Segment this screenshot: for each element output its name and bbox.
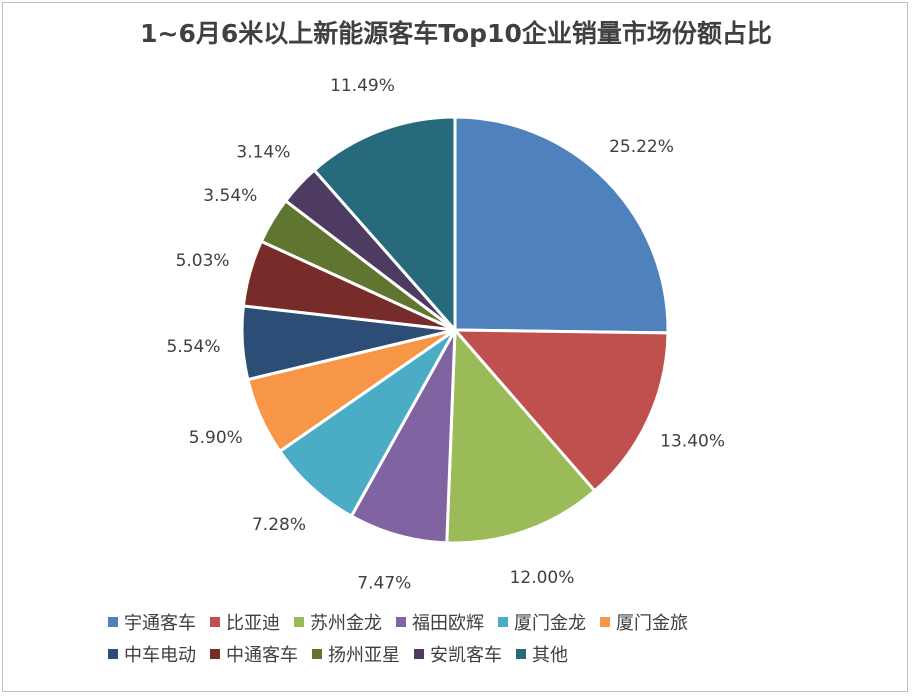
legend-swatch — [396, 617, 406, 627]
legend-label: 安凯客车 — [430, 645, 502, 666]
legend-label: 扬州亚星 — [328, 645, 400, 666]
legend-swatch — [294, 617, 304, 627]
legend-item: 扬州亚星 — [312, 641, 400, 667]
legend-swatch — [414, 649, 424, 659]
pie-slices — [240, 115, 670, 545]
legend-swatch — [516, 649, 526, 659]
legend-swatch — [210, 649, 220, 659]
legend-item: 中车电动 — [108, 641, 196, 667]
legend-item: 中通客车 — [210, 641, 298, 667]
pie-slice — [453, 115, 670, 335]
legend-item: 宇通客车 — [108, 609, 196, 635]
data-label: 13.40% — [660, 431, 725, 451]
legend-item: 苏州金龙 — [294, 609, 382, 635]
legend-swatch — [108, 649, 118, 659]
legend-item: 比亚迪 — [210, 609, 280, 635]
legend: 宇通客车 比亚迪 苏州金龙 福田欧辉 厦门金龙 厦门金旅 中车电动 中通客车 扬州亚星 安凯客车… — [108, 606, 828, 670]
legend-swatch — [210, 617, 220, 627]
legend-item: 其他 — [516, 641, 568, 667]
legend-swatch — [108, 617, 118, 627]
legend-label: 厦门金龙 — [514, 613, 586, 634]
legend-item: 厦门金旅 — [600, 609, 688, 635]
legend-label: 中车电动 — [124, 645, 196, 666]
legend-label: 厦门金旅 — [616, 613, 688, 634]
pie-slice — [453, 328, 670, 493]
legend-swatch — [600, 617, 610, 627]
legend-label: 其他 — [532, 645, 568, 666]
legend-row: 中车电动 中通客车 扬州亚星 安凯客车 其他 — [108, 638, 828, 670]
pie-labels: 25.22% 13.40% 12.00% 7.47% 7.28% 5.90% 5.54% 5.… — [166, 76, 725, 593]
data-label: 11.49% — [330, 76, 395, 96]
data-label: 7.47% — [357, 573, 411, 593]
legend-label: 中通客车 — [226, 645, 298, 666]
legend-label: 比亚迪 — [226, 613, 280, 634]
legend-label: 福田欧辉 — [412, 613, 484, 634]
pie-slice — [445, 328, 597, 545]
pie-slice — [312, 115, 457, 332]
legend-swatch — [312, 649, 322, 659]
legend-swatch — [498, 617, 508, 627]
legend-item: 安凯客车 — [414, 641, 502, 667]
legend-label: 宇通客车 — [124, 613, 196, 634]
chart-title: 1~6月6米以上新能源客车Top10企业销量市场份额占比 — [140, 19, 772, 48]
data-label: 3.14% — [236, 142, 290, 162]
legend-item: 福田欧辉 — [396, 609, 484, 635]
data-label: 25.22% — [609, 137, 674, 157]
legend-item: 厦门金龙 — [498, 609, 586, 635]
legend-row: 宇通客车 比亚迪 苏州金龙 福田欧辉 厦门金龙 厦门金旅 — [108, 606, 828, 638]
pie-slice — [349, 328, 457, 545]
pie-slice — [278, 328, 457, 518]
data-label: 7.28% — [252, 515, 306, 535]
data-label: 5.03% — [176, 251, 230, 271]
legend-label: 苏州金龙 — [310, 613, 382, 634]
data-label: 5.54% — [166, 337, 220, 357]
data-label: 3.54% — [203, 186, 257, 206]
data-label: 12.00% — [510, 568, 575, 588]
data-label: 5.90% — [189, 428, 243, 448]
